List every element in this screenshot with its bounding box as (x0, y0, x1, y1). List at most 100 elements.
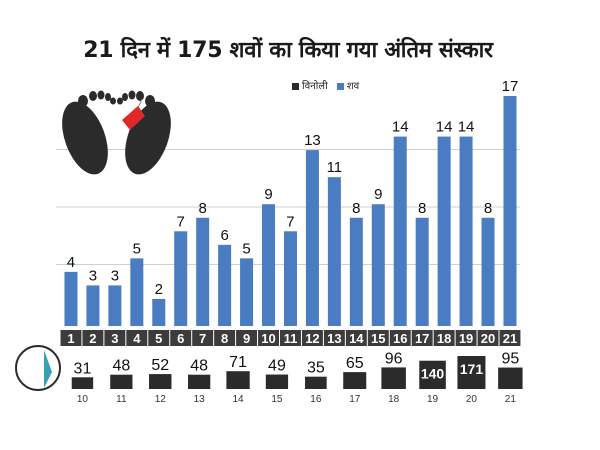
feet-with-toe-tag-icon (62, 90, 171, 175)
top-tick-label-1: 1 (67, 331, 74, 346)
top-tick-bg-20 (477, 330, 499, 346)
bottom-bar-18 (381, 367, 406, 389)
top-tick-label-8: 8 (221, 331, 228, 346)
top-value-label-13: 11 (327, 159, 343, 176)
top-value-label-6: 7 (177, 213, 185, 230)
top-value-label-10: 9 (264, 186, 272, 203)
top-value-label-16: 14 (392, 119, 409, 136)
bottom-tick-label-17: 17 (349, 394, 361, 405)
bottom-value-label-21: 95 (501, 351, 519, 368)
top-tick-bg-13 (323, 330, 345, 346)
top-tick-bg-10 (258, 330, 279, 346)
top-tick-bg-1 (60, 330, 82, 346)
top-bar-7 (196, 217, 210, 326)
top-bar-17 (415, 217, 429, 326)
top-tick-label-9: 9 (243, 331, 250, 346)
bottom-value-label-10: 31 (74, 360, 92, 377)
top-value-label-12: 13 (304, 132, 321, 149)
top-tick-bg-7 (192, 330, 214, 346)
top-tick-bg-6 (170, 330, 192, 346)
top-tick-bg-8 (214, 330, 236, 346)
gauge-icon (15, 345, 61, 391)
bottom-tick-label-13: 13 (194, 394, 206, 405)
top-value-label-11: 7 (286, 213, 294, 230)
bottom-bar-16 (305, 376, 327, 389)
legend-item-dark: विनोली (292, 81, 328, 92)
top-tick-bg-14 (345, 330, 367, 346)
top-value-label-5: 2 (155, 281, 163, 298)
top-bar-18 (437, 136, 451, 326)
top-bar-2 (86, 285, 100, 326)
top-tick-labels: 1 2 3 4 5 6 7 8 9 10 11 12 13 14 15 16 17 18 19 20 21 (60, 330, 521, 346)
bottom-bar-10 (71, 377, 94, 389)
bottom-tick-labels: 10 11 12 13 14 15 16 17 18 19 20 21 (77, 394, 516, 405)
bottom-tick-label-15: 15 (271, 394, 283, 405)
top-tick-bg-2 (82, 330, 104, 346)
top-value-label-7: 8 (199, 200, 207, 217)
top-value-label-9: 5 (242, 240, 250, 257)
bottom-tick-label-20: 20 (466, 394, 478, 405)
top-tick-label-7: 7 (199, 331, 206, 346)
top-value-label-4: 5 (133, 240, 141, 257)
top-value-label-21: 17 (502, 78, 519, 95)
top-bar-4 (130, 258, 144, 326)
top-bar-10 (262, 204, 276, 326)
top-tick-label-16: 16 (393, 331, 407, 346)
top-bar-21 (503, 96, 517, 326)
bottom-bar-19 (419, 360, 446, 389)
top-value-label-15: 9 (374, 186, 382, 203)
top-bar-11 (283, 231, 297, 326)
top-tick-label-4: 4 (133, 331, 141, 346)
chart-title: 21 दिन में 175 शवों का किया गया अंतिम सं… (83, 38, 493, 63)
top-bar-8 (218, 244, 232, 326)
top-bar-15 (371, 204, 385, 326)
top-bar-1 (64, 271, 78, 326)
top-tick-label-14: 14 (349, 331, 364, 346)
bottom-value-label-17: 65 (346, 355, 364, 372)
bottom-tick-label-18: 18 (388, 394, 400, 405)
top-tick-label-21: 21 (503, 331, 517, 346)
bottom-tick-label-11: 11 (116, 394, 127, 405)
bottom-value-label-13: 48 (190, 358, 208, 375)
top-bar-19 (459, 136, 473, 326)
top-tick-label-2: 2 (89, 331, 96, 346)
bottom-tick-label-21: 21 (505, 394, 517, 405)
bottom-bar-12 (149, 374, 172, 389)
bottom-value-label-14: 71 (229, 354, 247, 371)
bottom-value-label-12: 52 (151, 357, 169, 374)
top-tick-label-20: 20 (481, 331, 495, 346)
top-tick-bg-17 (411, 330, 433, 346)
top-tick-bg-15 (367, 330, 389, 346)
top-bar-20 (481, 217, 495, 326)
legend-item-blue: शव (336, 81, 360, 92)
top-tick-bg-21 (499, 330, 521, 346)
top-value-label-18: 14 (436, 119, 453, 136)
top-tick-label-6: 6 (177, 331, 184, 346)
bottom-bar-13 (188, 374, 211, 389)
bottom-bar-15 (265, 374, 289, 389)
bottom-value-label-18: 96 (385, 350, 403, 367)
top-bar-12 (305, 150, 319, 326)
top-value-label-20: 8 (484, 200, 492, 217)
top-tick-label-12: 12 (305, 331, 319, 346)
bottom-value-label-15: 49 (268, 358, 286, 375)
bottom-value-label-16: 35 (307, 360, 325, 377)
top-bar-5 (152, 298, 166, 326)
top-tick-label-17: 17 (415, 331, 429, 346)
top-bar-16 (393, 136, 407, 326)
bottom-tick-label-10: 10 (77, 394, 89, 405)
bottom-bar-17 (343, 372, 367, 389)
top-tick-label-13: 13 (327, 331, 341, 346)
bottom-tick-label-16: 16 (310, 394, 322, 405)
top-tick-bg-19 (455, 330, 477, 346)
top-tick-bg-4 (126, 330, 148, 346)
bottom-bar-21 (498, 367, 523, 389)
top-bars (64, 96, 517, 326)
top-tick-bg-12 (301, 330, 323, 346)
bottom-tick-label-19: 19 (427, 394, 439, 405)
top-tick-label-18: 18 (437, 331, 451, 346)
bottom-value-labels: 31 48 52 48 71 49 35 65 96 140 171 95 (74, 350, 520, 381)
legend-label-blue: शव (346, 81, 360, 92)
top-bar-6 (174, 231, 188, 326)
